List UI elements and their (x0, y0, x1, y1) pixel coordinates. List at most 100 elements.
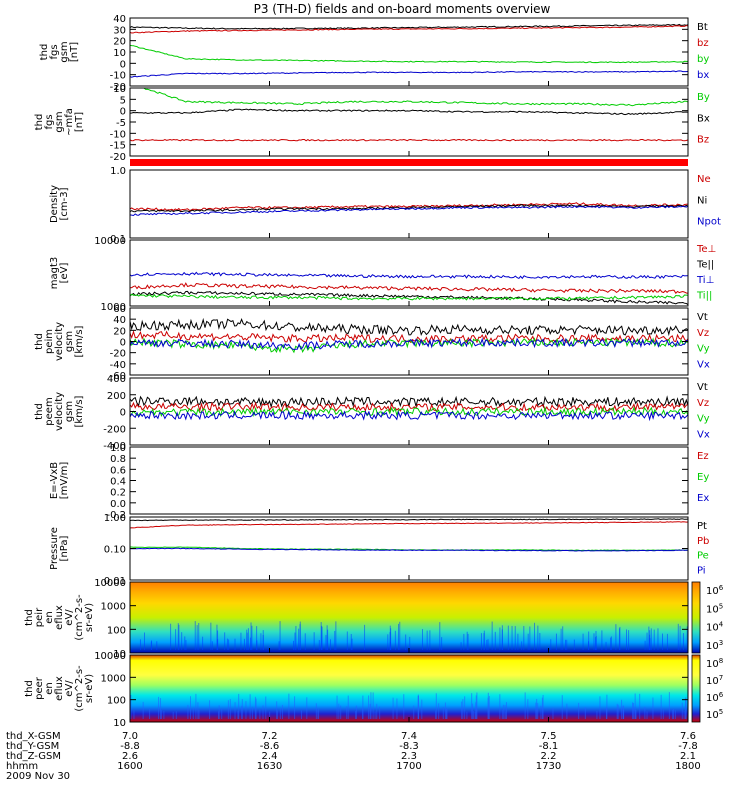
peem_velocity-legend-2: Vz (697, 398, 709, 409)
fgs_mfa-ytick-label: -20 (110, 152, 126, 163)
temperature-ylabel-line: [eV] (59, 263, 70, 284)
efield-ytick-label: 0.4 (110, 477, 126, 488)
peer_spectrogram-ytick-label: 100 (107, 696, 126, 707)
pressure-ytick-label: 1.00 (104, 513, 126, 524)
efield-ytick-label: 0.0 (110, 499, 126, 510)
pressure-series-1 (129, 518, 689, 522)
fgs_gsm-ytick-label: -20 (110, 82, 126, 93)
peer_spectrogram-colorbar (691, 654, 701, 723)
fgs_gsm-ylabel-line: thd (39, 44, 50, 61)
peir_spectrogram-ytick-label: 100 (107, 625, 126, 636)
fgs_mfa-series-1 (130, 87, 689, 107)
footer-value: 1600 (117, 761, 142, 772)
peir_spectrogram-heatmap (130, 582, 688, 653)
peir_spectrogram-ylabel-line: en (44, 611, 55, 624)
temperature-ylabel-line: magt3 (49, 257, 60, 290)
peim_velocity-series-1 (129, 317, 689, 337)
temperature-legend-3: Ti⊥ (696, 275, 714, 286)
peer_spectrogram-heatmap (130, 655, 688, 722)
pressure-legend-2: Pb (697, 536, 709, 547)
density-series-1 (129, 202, 689, 212)
footer-value: -8.3 (399, 741, 419, 752)
efield-ylabel-line: E=-VxB (49, 462, 60, 499)
fgs_mfa-series-3 (129, 138, 689, 142)
peim_velocity-ylabel-line: gsm (64, 331, 75, 352)
density-ylabel-line: [cm-3] (59, 187, 70, 220)
efield-ytick-label: 0.2 (110, 488, 126, 499)
peim_velocity-legend-3: Vy (697, 344, 710, 355)
efield-frame (129, 446, 689, 515)
peim_velocity-series-3 (129, 336, 689, 354)
efield-legend-1: Ez (697, 451, 709, 462)
efield-legend-2: Ey (697, 472, 709, 483)
peem_velocity-ylabel-line: thd (34, 403, 45, 420)
peir_spectrogram-ylabel-line: peir (34, 607, 45, 627)
peim_velocity-ytick-label: 20 (113, 326, 126, 337)
peem_velocity-series-2 (129, 401, 689, 413)
peem_velocity-legend-1: Vt (697, 382, 708, 393)
peir_spectrogram-ylabel-line: eflux (54, 605, 65, 630)
fgs_gsm-series-1 (129, 23, 689, 30)
fgs_gsm-legend-2: bz (697, 38, 709, 49)
pressure-legend-3: Pe (697, 551, 709, 562)
temperature-legend-2: Te|| (696, 260, 714, 271)
peir_spectrogram-ylabel-line: eV/ (64, 609, 75, 626)
peer_spectrogram-ytick-label: 10000 (94, 651, 126, 662)
peer_spectrogram-ytick-label: 1000 (101, 673, 126, 684)
footer-value: 2.6 (122, 751, 138, 762)
density-series-2 (129, 204, 689, 213)
footer-value: -8.1 (539, 741, 559, 752)
peim_velocity-ytick-label: -60 (110, 371, 126, 382)
separator-bar (130, 159, 688, 166)
footer-value: 2.4 (262, 751, 278, 762)
peem_velocity-ylabel-line: peem (44, 397, 55, 425)
peim_velocity-ytick-label: -40 (110, 360, 126, 371)
fgs_mfa-ytick-label: 5 (120, 95, 126, 106)
footer-value: 2.3 (401, 751, 417, 762)
peem_velocity-ylabel-line: gsm (64, 401, 75, 422)
peim_velocity-ytick-label: 0 (120, 338, 126, 349)
density-series-3 (129, 205, 689, 217)
temperature-ytick-label: 1000 (101, 302, 126, 313)
peim_velocity-ylabel-line: velocity (54, 322, 65, 361)
footer-value: -7.8 (678, 741, 698, 752)
fgs_gsm-ylabel-line: [nT] (69, 42, 80, 62)
pressure-ylabel-line: Pressure (49, 527, 60, 570)
peim_velocity-series-4 (129, 337, 689, 351)
peer_spectrogram-colorbar-tick: 106 (706, 691, 724, 704)
fgs_gsm-ytick-label: -10 (110, 71, 126, 82)
footer-value: 7.6 (680, 731, 696, 742)
peir_spectrogram-ylabel-line: (cm^2-s- (74, 594, 85, 641)
fgs_mfa-ylabel-line: [nT] (74, 112, 85, 132)
fgs_gsm-legend-1: Bt (697, 22, 708, 33)
temperature-series-1 (129, 282, 689, 294)
peim_velocity-legend-2: Vz (697, 328, 709, 339)
chart-title: P3 (TH-D) fields and on-board moments ov… (254, 2, 551, 16)
pressure-series-2 (129, 521, 689, 529)
fgs_gsm-ytick-label: 0 (120, 59, 126, 70)
fgs_mfa-ylabel-line: thd (34, 114, 45, 131)
efield-ytick-label: 0.6 (110, 465, 126, 476)
fgs_mfa-legend-2: Bx (697, 113, 710, 124)
footer-value: -8.8 (120, 741, 140, 752)
density-ytick-label: 0.1 (110, 234, 126, 245)
fgs_mfa-ytick-label: -5 (116, 118, 126, 129)
fgs_gsm-series-4 (129, 70, 689, 78)
fgs_mfa-frame (129, 87, 689, 157)
pressure-legend-1: Pt (697, 521, 707, 532)
fgs_mfa-ytick-label: 0 (120, 107, 126, 118)
footer-value: 7.4 (401, 731, 417, 742)
footer-value: 1800 (675, 761, 700, 772)
fgs_mfa-ytick-label: -15 (110, 141, 126, 152)
fgs_mfa-legend-3: Bz (697, 135, 709, 146)
efield-ytick-label: -0.2 (106, 510, 126, 521)
footer-row-label: hhmm (6, 761, 38, 772)
pressure-ytick-label: 0.10 (104, 545, 126, 556)
fgs_mfa-ylabel-line: fgs (44, 114, 55, 129)
pressure-ytick-label: 0.01 (104, 576, 126, 587)
fgs_gsm-ylabel-line: fgs (49, 44, 60, 59)
peir_spectrogram-colorbar-tick: 104 (706, 621, 724, 634)
peer_spectrogram-ylabel-line: eflux (54, 676, 65, 701)
pressure-ylabel-line: [nPa] (59, 535, 70, 561)
